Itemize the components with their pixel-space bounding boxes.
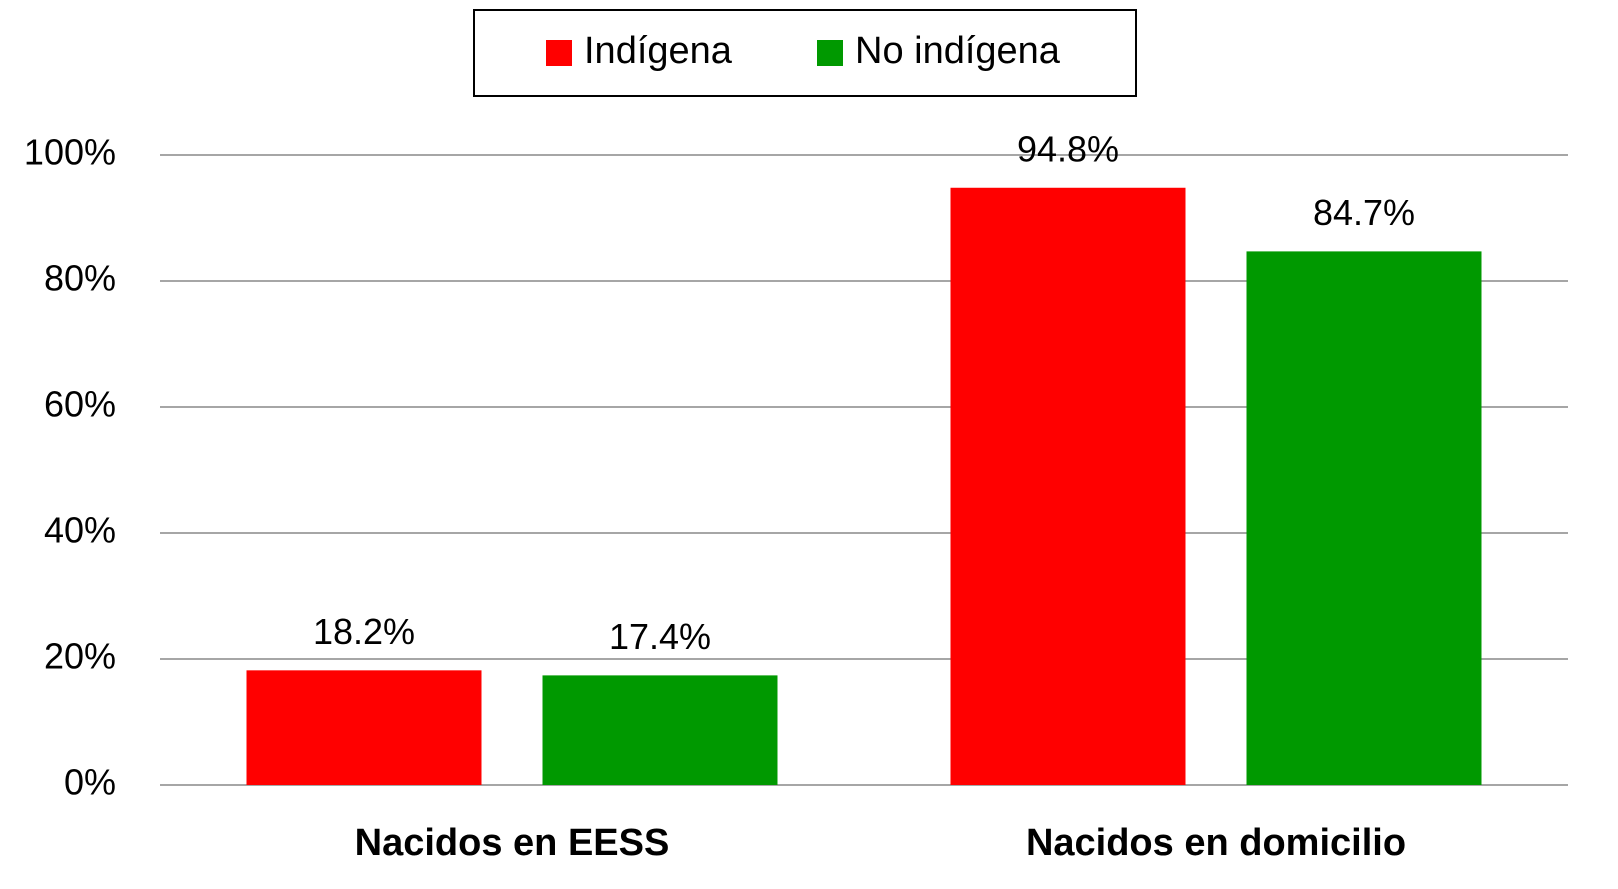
- x-tick-label: Nacidos en domicilio: [1026, 822, 1406, 864]
- bar: [246, 670, 482, 785]
- y-tick-label: 80%: [44, 258, 116, 299]
- y-tick-label: 100%: [24, 132, 116, 173]
- legend-label: Indígena: [584, 30, 733, 72]
- bar: [542, 675, 778, 785]
- bar: [1246, 251, 1482, 785]
- legend-swatch: [817, 40, 843, 66]
- y-tick-label: 60%: [44, 384, 116, 425]
- y-tick-label: 40%: [44, 510, 116, 551]
- y-tick-label: 0%: [64, 762, 116, 803]
- legend-box: [473, 9, 1137, 97]
- legend-swatch: [546, 40, 572, 66]
- data-label: 17.4%: [609, 616, 711, 657]
- x-tick-label: Nacidos en EESS: [355, 822, 670, 864]
- data-label: 94.8%: [1017, 128, 1119, 169]
- y-tick-label: 20%: [44, 636, 116, 677]
- bar: [950, 187, 1186, 785]
- data-label: 84.7%: [1313, 192, 1415, 233]
- data-label: 18.2%: [313, 611, 415, 652]
- legend-label: No indígena: [855, 30, 1061, 72]
